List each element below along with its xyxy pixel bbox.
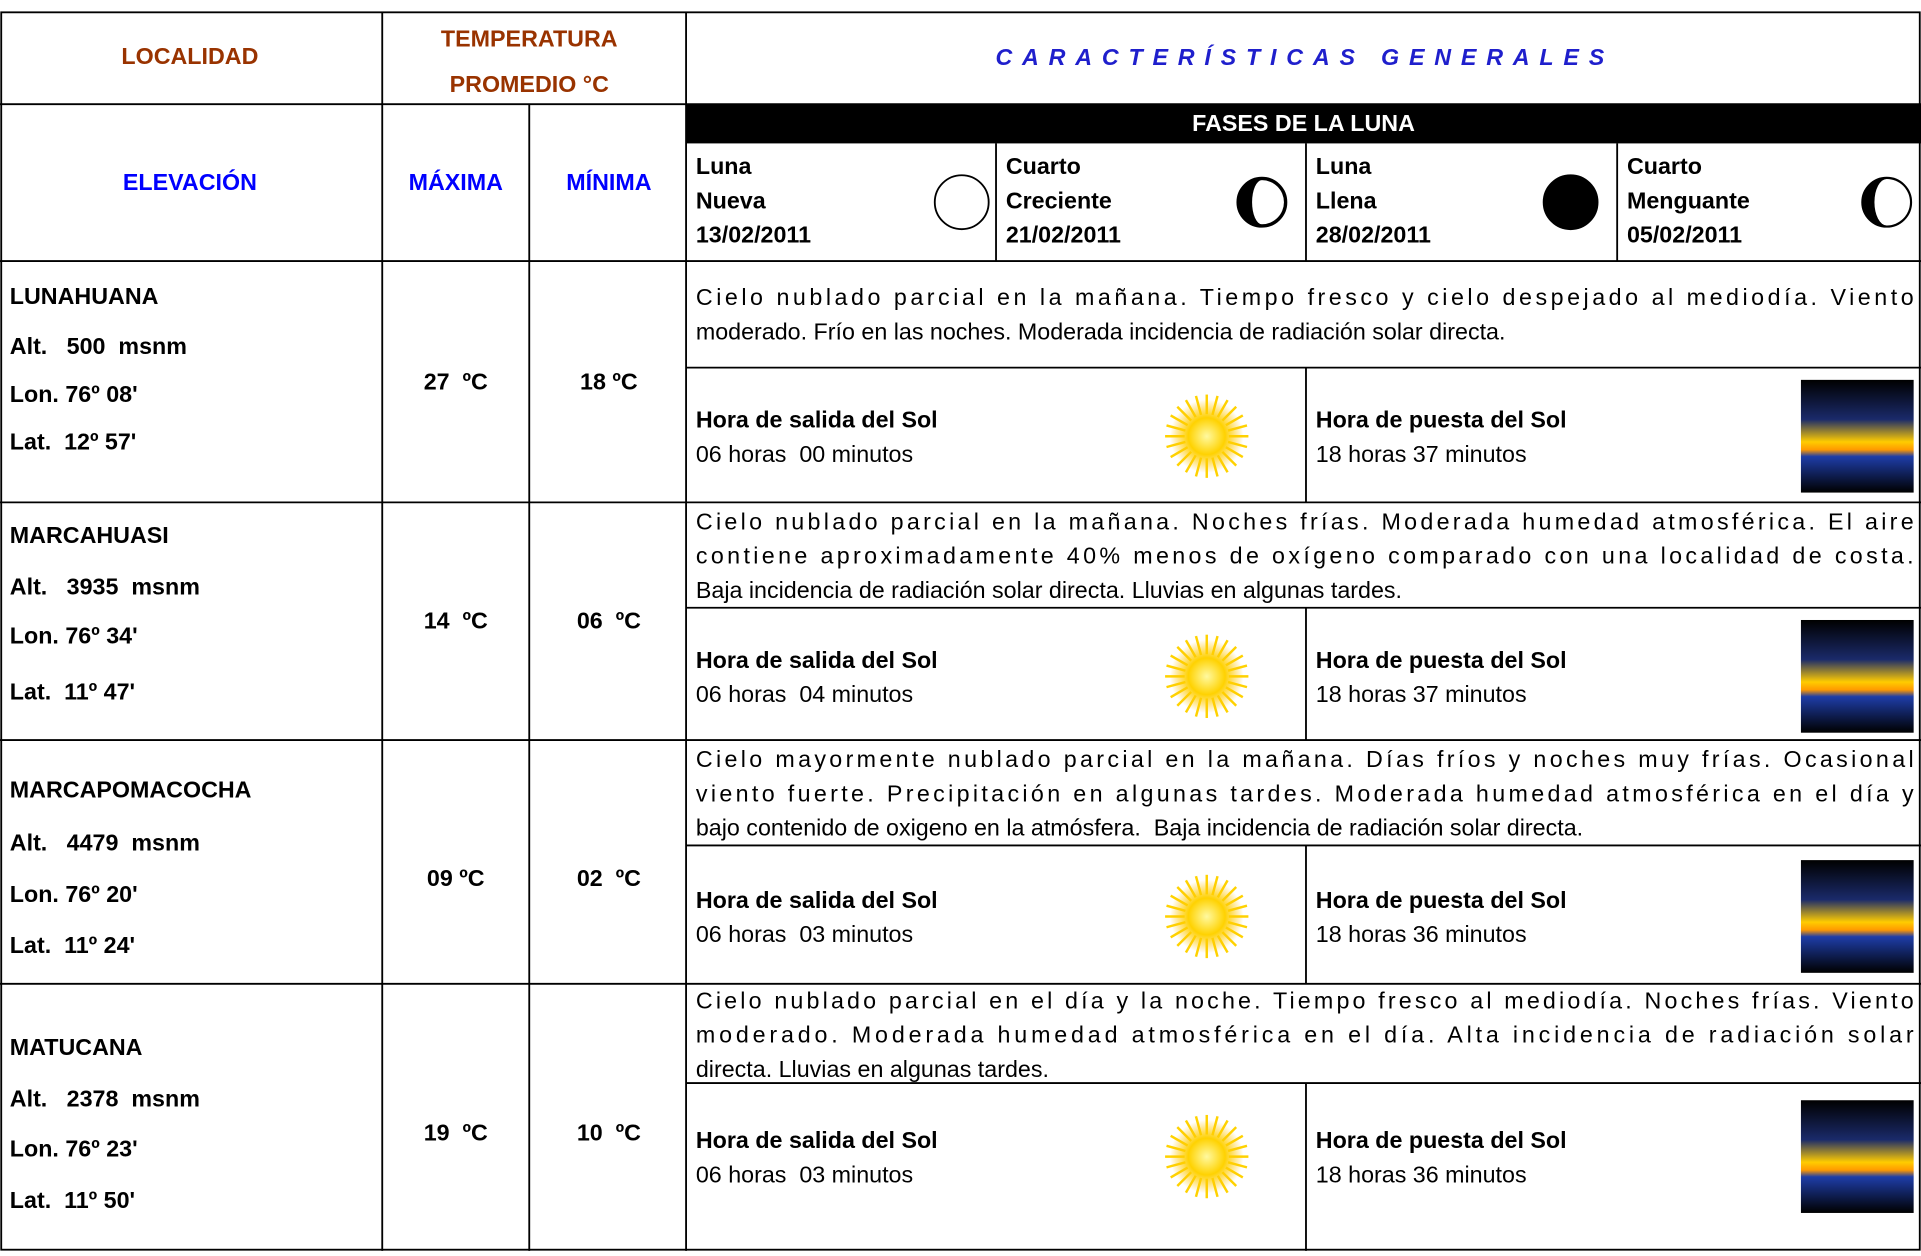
description-line: moderado. Frío en las noches. Moderada i…: [696, 318, 1506, 344]
moon-phase-date: 28/02/2011: [1316, 222, 1431, 248]
moon-phase-name: Luna: [1316, 153, 1373, 179]
description-line: bajo contenido de oxigeno en la atmósfer…: [696, 815, 1583, 841]
moon-phase-name: Cuarto: [1627, 153, 1702, 179]
sun-icon: [1169, 639, 1244, 714]
temp-min: 02 ºC: [577, 865, 641, 891]
location-alt: Alt. 4479 msnm: [10, 829, 200, 855]
sunset-image: [1800, 619, 1914, 733]
description-line: directa. Lluvias en algunas tardes.: [696, 1056, 1049, 1082]
temp-min: 10 ºC: [577, 1120, 641, 1146]
sun-icon: [1169, 1119, 1244, 1194]
location-lat: Lat. 11º 47': [10, 679, 135, 705]
location-lon: Lon. 76º 23': [10, 1136, 138, 1162]
location-lon: Lon. 76º 34': [10, 622, 138, 648]
moon-phase-date: 13/02/2011: [696, 222, 811, 248]
moon-phase-date: 21/02/2011: [1006, 222, 1121, 248]
sunrise-label: Hora de salida del Sol: [696, 407, 938, 433]
temp-min: 18 ºC: [580, 369, 638, 395]
header-minima: MÍNIMA: [566, 168, 651, 195]
location-localidad: MARCAHUASI: [10, 522, 169, 548]
description-line: contiene aproximadamente 40% menos de ox…: [696, 543, 1914, 569]
moon-icons: [933, 174, 1913, 231]
description-line: viento fuerte. Precipitación en algunas …: [696, 780, 1914, 806]
moon-phase-name: Cuarto: [1006, 153, 1081, 179]
moon-phase-name: Nueva: [696, 187, 767, 213]
header-temp: PROMEDIO °C: [450, 71, 609, 97]
location-alt: Alt. 500 msnm: [10, 333, 187, 359]
location-localidad: LUNAHUANA: [10, 283, 159, 309]
header-fases: FASES DE LA LUNA: [1192, 110, 1415, 136]
moon-phase-name: Llena: [1316, 187, 1378, 213]
moon-phase-name: Luna: [696, 153, 753, 179]
sunset-time: 18 horas 36 minutos: [1316, 1161, 1527, 1187]
description-line: Cielo mayormente nublado parcial en la m…: [696, 746, 1914, 772]
sunrise-label: Hora de salida del Sol: [696, 647, 938, 673]
sunset-label: Hora de puesta del Sol: [1316, 1127, 1567, 1153]
temp-max: 14 ºC: [424, 608, 488, 634]
sunset-image: [1800, 379, 1914, 493]
header-maxima: MÁXIMA: [409, 168, 504, 195]
description-line: Cielo nublado parcial en el día y la noc…: [696, 987, 1914, 1013]
sunrise-time: 06 horas 04 minutos: [696, 681, 913, 707]
description-line: moderado. Moderada humedad atmosférica e…: [696, 1022, 1914, 1048]
location-localidad: MARCAPOMACOCHA: [10, 777, 252, 803]
sunrise-label: Hora de salida del Sol: [696, 887, 938, 913]
sunset-image: [1800, 860, 1914, 973]
sunrise-time: 06 horas 03 minutos: [696, 1161, 913, 1187]
sunset-time: 18 horas 36 minutos: [1316, 921, 1527, 947]
phases-bar: [686, 104, 1921, 144]
header-caracteristicas: CARACTERÍSTICAS GENERALES: [995, 43, 1614, 70]
sunset-time: 18 horas 37 minutos: [1316, 441, 1527, 467]
description-line: Cielo nublado parcial en la mañana. Noch…: [696, 508, 1914, 534]
temp-max: 19 ºC: [424, 1120, 488, 1146]
sunset-label: Hora de puesta del Sol: [1316, 407, 1567, 433]
temp-max: 09 ºC: [427, 865, 485, 891]
temp-min: 06 ºC: [577, 608, 641, 634]
sun-icon: [1169, 399, 1244, 473]
description-line: Cielo nublado parcial en la mañana. Tiem…: [696, 284, 1914, 310]
location-lat: Lat. 11º 24': [10, 932, 135, 958]
sunset-label: Hora de puesta del Sol: [1316, 887, 1567, 913]
header-elevacion: ELEVACIÓN: [123, 168, 257, 195]
location-lat: Lat. 12º 57': [10, 429, 137, 455]
location-localidad: MATUCANA: [10, 1034, 143, 1060]
sunset-time: 18 horas 37 minutos: [1316, 681, 1527, 707]
location-lon: Lon. 76º 20': [10, 881, 138, 907]
location-alt: Alt. 2378 msnm: [10, 1085, 200, 1111]
location-lon: Lon. 76º 08': [10, 381, 138, 407]
sunrise-label: Hora de salida del Sol: [696, 1127, 938, 1153]
header-temp: TEMPERATURA: [441, 26, 618, 52]
moon-phase-name: Creciente: [1006, 187, 1112, 213]
sun-icon: [1169, 879, 1244, 954]
temp-max: 27 ºC: [424, 369, 488, 395]
header-localidad: LOCALIDAD: [121, 43, 258, 69]
location-lat: Lat. 11º 50': [10, 1187, 135, 1213]
sunrise-time: 06 horas 03 minutos: [696, 921, 913, 947]
description-line: Baja incidencia de radiación solar direc…: [696, 577, 1402, 603]
sunset-label: Hora de puesta del Sol: [1316, 647, 1567, 673]
moon-phase-date: 05/02/2011: [1627, 222, 1742, 248]
sunset-image: [1800, 1100, 1914, 1213]
location-alt: Alt. 3935 msnm: [10, 573, 200, 599]
sunrise-time: 06 horas 00 minutos: [696, 441, 913, 467]
moon-phase-name: Menguante: [1627, 187, 1750, 213]
